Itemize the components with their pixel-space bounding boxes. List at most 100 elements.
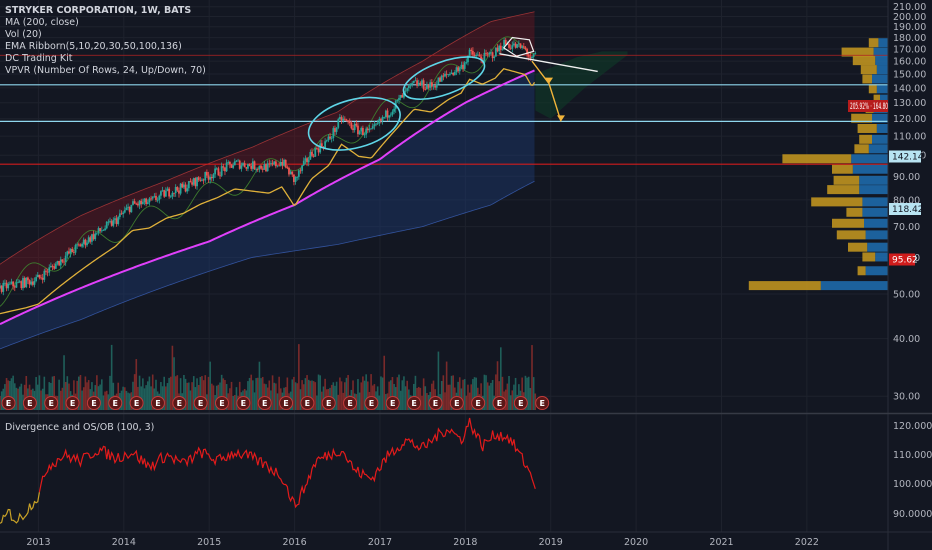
earnings-marker-label-20: E bbox=[433, 399, 438, 408]
candle-body bbox=[471, 51, 474, 55]
candle-body bbox=[232, 165, 235, 168]
candle-body bbox=[99, 228, 102, 232]
candle-body bbox=[508, 44, 510, 48]
level-tag-95-text: 95.62 bbox=[892, 256, 918, 266]
candle-body bbox=[28, 280, 31, 285]
candle-body bbox=[100, 230, 103, 232]
volume-bar bbox=[12, 375, 14, 410]
candle-body bbox=[215, 168, 218, 170]
candle-body bbox=[511, 45, 514, 49]
candles bbox=[0, 37, 537, 296]
projection-arrow-2 bbox=[556, 115, 565, 122]
candle-body bbox=[434, 85, 437, 88]
candle-body bbox=[191, 182, 194, 185]
volume-bar bbox=[169, 376, 172, 410]
volume-bar bbox=[163, 376, 166, 410]
candle-body bbox=[81, 243, 84, 247]
osc-tick-110: 110.0000 bbox=[893, 450, 932, 461]
volume-bar bbox=[268, 380, 271, 410]
candle-body bbox=[499, 45, 502, 50]
earnings-marker-22 bbox=[471, 396, 486, 410]
candle-body bbox=[261, 168, 264, 170]
volume-bar bbox=[209, 361, 211, 410]
candle-body bbox=[46, 271, 49, 273]
candle-body bbox=[5, 282, 8, 289]
earnings-marker-label-2: E bbox=[48, 399, 53, 408]
candle-body bbox=[160, 191, 162, 196]
vp-row-down-10 bbox=[859, 134, 872, 144]
donchian-lower-line bbox=[0, 68, 536, 315]
volume-bar bbox=[432, 380, 435, 410]
candle-body bbox=[237, 160, 239, 162]
candle-body bbox=[473, 54, 476, 57]
volume-bar bbox=[309, 380, 312, 410]
volume-bar bbox=[360, 382, 363, 410]
candle-body bbox=[89, 237, 92, 242]
oscillator-axis[interactable]: 120.0000 110.0000 100.0000 90.0000 bbox=[893, 421, 932, 520]
candle-body bbox=[458, 67, 461, 72]
volume-bar bbox=[10, 378, 13, 410]
earnings-marker-0 bbox=[1, 396, 16, 410]
candle-body bbox=[45, 270, 47, 272]
upper-ribbon bbox=[0, 11, 535, 289]
volume-bar bbox=[319, 375, 321, 410]
candle-body bbox=[130, 204, 133, 213]
candle-body bbox=[74, 245, 77, 253]
candle-body bbox=[347, 120, 350, 122]
candle-body bbox=[220, 166, 223, 176]
candle-body bbox=[0, 285, 3, 292]
volume-bar bbox=[186, 382, 188, 410]
candle-body bbox=[13, 286, 16, 288]
candle-body bbox=[248, 164, 251, 166]
candle-body bbox=[368, 128, 371, 131]
time-axis[interactable]: 2013 2014 2015 2016 2017 2018 2019 2020 2021 2022 bbox=[26, 537, 819, 548]
vp-row-down-16 bbox=[811, 197, 863, 207]
volume-bar bbox=[376, 386, 379, 410]
volume-bar bbox=[105, 390, 108, 410]
candle-body bbox=[435, 83, 438, 88]
volume-bar bbox=[82, 387, 85, 410]
volume-bar bbox=[511, 390, 514, 410]
volume-bar bbox=[457, 381, 459, 410]
candle-body bbox=[66, 251, 69, 256]
earnings-marker-label-25: E bbox=[539, 399, 544, 408]
candle-body bbox=[388, 115, 391, 118]
grid bbox=[0, 0, 888, 532]
volume-bar bbox=[306, 375, 308, 410]
volume-bar bbox=[0, 391, 3, 410]
volume-bar bbox=[472, 379, 474, 410]
candle-body bbox=[189, 181, 192, 183]
candle-body bbox=[370, 128, 372, 130]
volume-bar bbox=[301, 380, 303, 410]
volume-bar bbox=[155, 379, 157, 410]
candle-body bbox=[299, 170, 302, 172]
candle-body bbox=[320, 143, 323, 147]
candle-body bbox=[422, 80, 425, 90]
candle-body bbox=[118, 213, 121, 218]
candle-body bbox=[53, 266, 56, 269]
volume-bar bbox=[38, 375, 41, 410]
candle-body bbox=[342, 118, 345, 121]
volume-bar bbox=[146, 381, 149, 410]
candle-body bbox=[465, 62, 468, 63]
candle-body bbox=[217, 168, 220, 176]
vp-row-down-0 bbox=[868, 38, 879, 48]
year-label-0: 2013 bbox=[26, 537, 50, 548]
candle-body bbox=[166, 188, 169, 191]
earnings-marker-21 bbox=[449, 396, 464, 410]
candle-body bbox=[163, 190, 166, 197]
candle-body bbox=[164, 190, 167, 197]
candle-body bbox=[274, 161, 277, 167]
vp-row-down-4 bbox=[862, 74, 872, 84]
candle-body bbox=[314, 148, 317, 157]
volume-bar bbox=[234, 395, 236, 410]
volume-bar bbox=[91, 382, 93, 410]
candle-body bbox=[365, 128, 368, 135]
vp-row-down-22 bbox=[857, 266, 866, 276]
vp-row-down-6 bbox=[873, 94, 880, 104]
vp-row-down-20 bbox=[848, 242, 868, 252]
earnings-marker-label-18: E bbox=[390, 399, 395, 408]
volume-bar bbox=[99, 384, 101, 410]
candle-body bbox=[414, 80, 417, 82]
